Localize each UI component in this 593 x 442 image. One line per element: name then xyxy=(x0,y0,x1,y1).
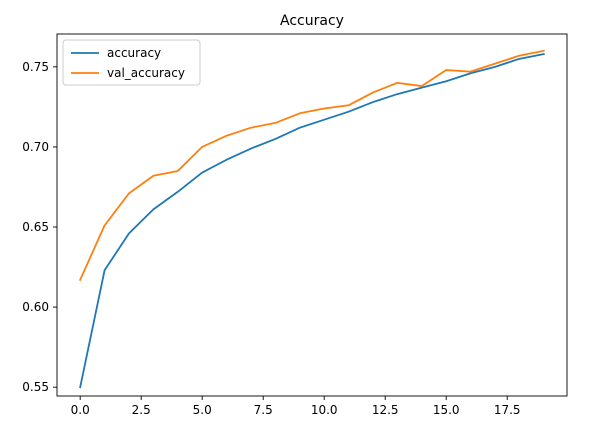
legend: accuracy val_accuracy xyxy=(62,39,201,86)
y-tick-label: 0.60 xyxy=(22,300,49,314)
y-tick-label: 0.65 xyxy=(22,220,49,234)
x-tick-label: 12.5 xyxy=(372,403,399,417)
x-tick-label: 0.0 xyxy=(71,403,90,417)
axes-layer: 0.0 2.5 5.0 7.5 10.0 12.5 15.0 17.5 0.55 0.60 0.65… xyxy=(22,33,568,417)
x-tick-label: 17.5 xyxy=(494,403,521,417)
x-tick-label: 2.5 xyxy=(132,403,151,417)
x-tick-label: 10.0 xyxy=(311,403,338,417)
legend-label-accuracy: accuracy xyxy=(107,46,161,60)
legend-label-val-accuracy: val_accuracy xyxy=(107,66,185,80)
series-line-accuracy xyxy=(79,52,545,389)
y-tick-label: 0.70 xyxy=(22,140,49,154)
x-tick-label: 5.0 xyxy=(193,403,212,417)
series-line-val-accuracy xyxy=(78,49,545,282)
x-tick-label: 7.5 xyxy=(254,403,273,417)
chart-title: Accuracy xyxy=(280,13,344,29)
y-tick-label: 0.75 xyxy=(22,60,49,74)
x-tick-label: 15.0 xyxy=(433,403,460,417)
marks-layer xyxy=(78,49,545,389)
y-tick-label: 0.55 xyxy=(22,380,49,394)
plot-frame xyxy=(56,33,568,397)
